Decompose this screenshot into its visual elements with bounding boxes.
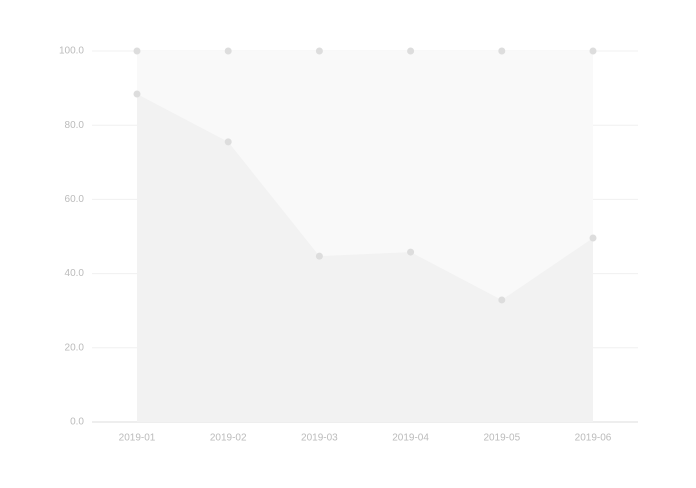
x-tick-label: 2019-01 — [119, 433, 156, 444]
y-tick-label: 100.0 — [59, 46, 84, 57]
point — [589, 47, 597, 55]
y-tick-label: 60.0 — [65, 194, 85, 205]
y-tick-label: 20.0 — [65, 342, 85, 353]
x-tick-label: 2019-04 — [392, 433, 429, 444]
point — [224, 138, 232, 146]
point — [589, 234, 597, 242]
y-tick-label: 80.0 — [65, 120, 85, 131]
point — [498, 296, 506, 304]
point — [133, 47, 141, 55]
area — [137, 94, 593, 422]
y-tick-label: 0.0 — [70, 417, 84, 428]
x-tick-label: 2019-03 — [301, 433, 338, 444]
point — [498, 47, 506, 55]
point — [407, 248, 415, 256]
point — [315, 252, 323, 260]
point — [133, 90, 141, 98]
point — [407, 47, 415, 55]
point — [224, 47, 232, 55]
x-tick-label: 2019-06 — [575, 433, 612, 444]
y-tick-label: 40.0 — [65, 268, 85, 279]
point — [315, 47, 323, 55]
x-tick-label: 2019-02 — [210, 433, 247, 444]
x-tick-label: 2019-05 — [483, 433, 520, 444]
